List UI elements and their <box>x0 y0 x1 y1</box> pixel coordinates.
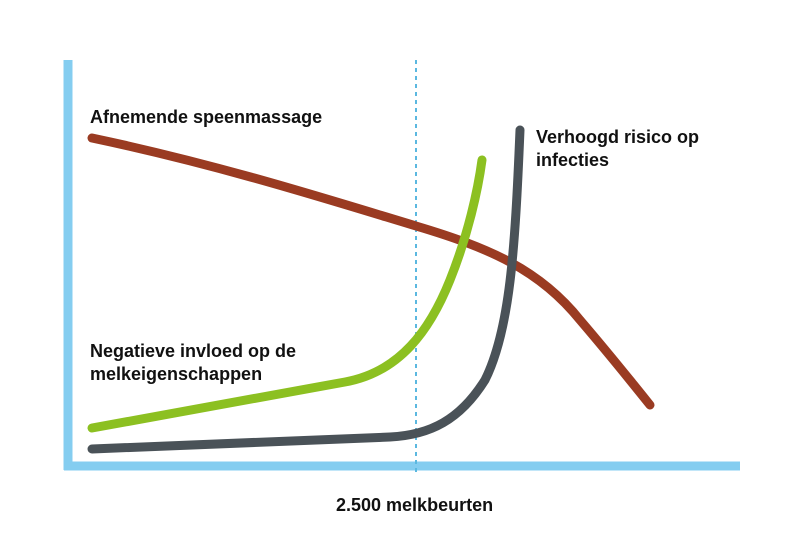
infecties-label: Verhoogd risico op infecties <box>536 126 699 172</box>
speenmassage-label: Afnemende speenmassage <box>90 107 323 127</box>
threshold-label: 2.500 melkbeurten <box>336 495 494 515</box>
melkeigenschappen-label: Negatieve invloed op de melkeigenschappe… <box>90 340 296 386</box>
infecties-label-line2: infecties <box>536 150 610 170</box>
infecties-curve <box>87 125 525 454</box>
infecties-label-line1: Verhoogd risico op <box>536 127 700 147</box>
melkeigenschappen-label-line2: melkeigenschappen <box>90 364 263 384</box>
melkeigenschappen-label-line1: Negatieve invloed op de <box>90 341 297 361</box>
melkeigenschappen-curve <box>87 155 487 433</box>
